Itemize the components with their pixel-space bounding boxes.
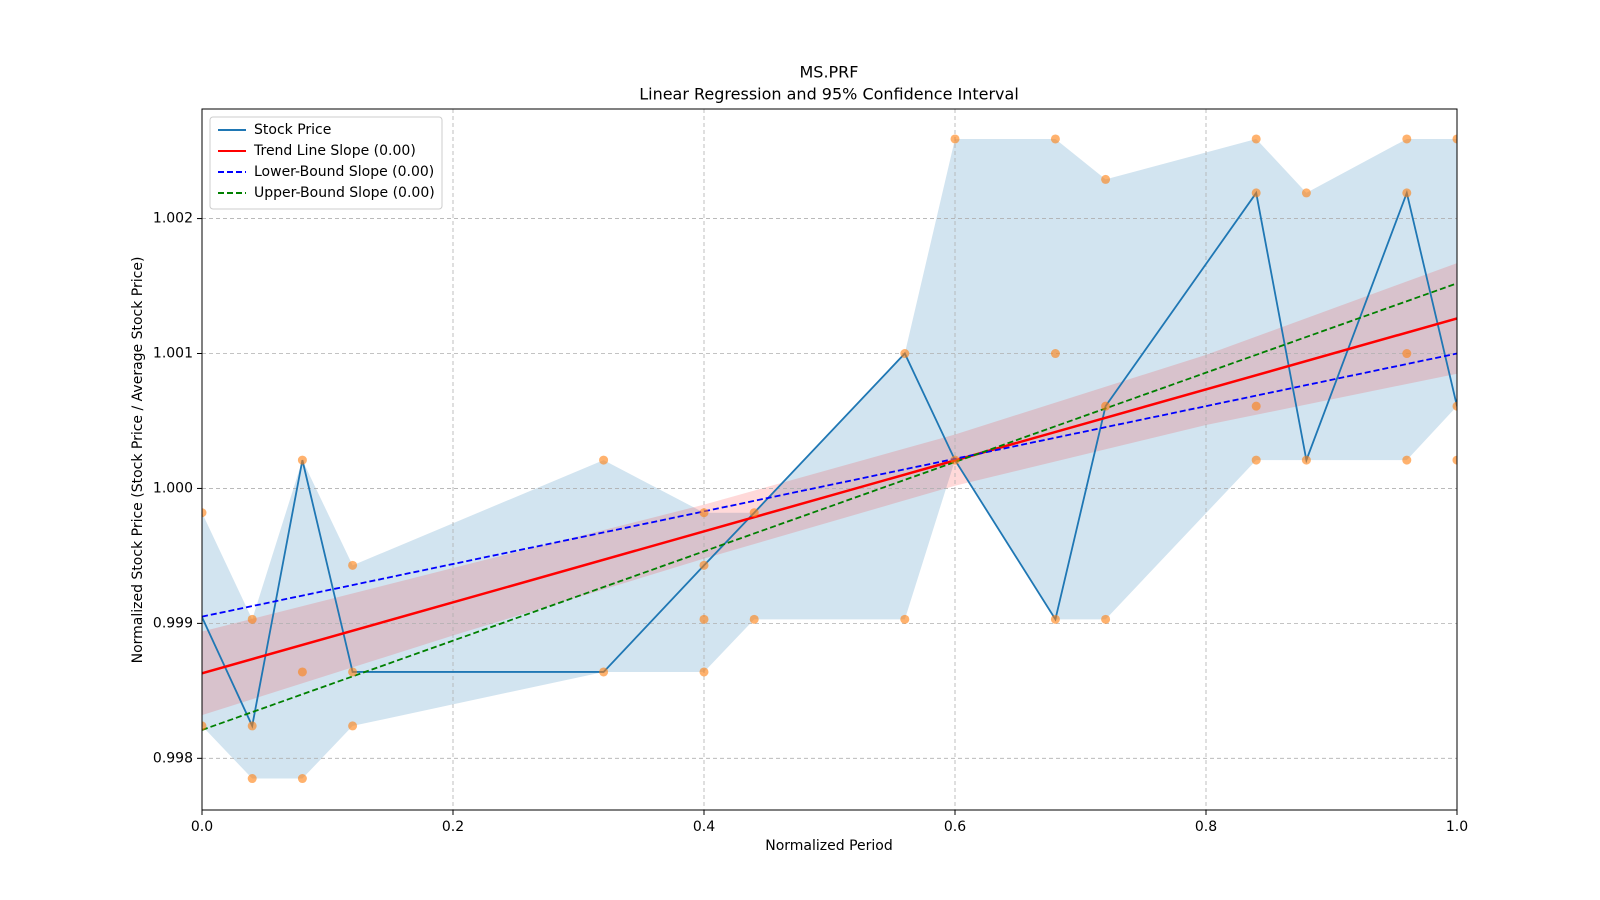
data-point bbox=[348, 560, 358, 570]
legend-label: Trend Line Slope (0.00) bbox=[253, 143, 416, 159]
x-tick-label: 0.8 bbox=[1195, 819, 1217, 835]
data-point bbox=[1301, 188, 1311, 198]
data-point bbox=[247, 721, 257, 731]
data-point bbox=[297, 455, 307, 465]
data-point bbox=[900, 349, 910, 359]
points bbox=[202, 134, 1457, 784]
x-axis-label: Normalized Period bbox=[765, 838, 893, 854]
x-tick-label: 0.6 bbox=[944, 819, 966, 835]
data-point bbox=[247, 774, 257, 784]
series-line bbox=[202, 317, 1457, 675]
data-point bbox=[749, 614, 759, 624]
data-point bbox=[950, 134, 960, 144]
plot-frame bbox=[201, 108, 1458, 811]
data-point bbox=[950, 455, 960, 465]
y-tick-label: 0.998 bbox=[153, 750, 193, 766]
data-point bbox=[1301, 455, 1311, 465]
data-point bbox=[1452, 401, 1457, 411]
chart-title: MS.PRF bbox=[799, 63, 858, 82]
series-line bbox=[202, 282, 1457, 731]
confidence-band bbox=[202, 138, 1457, 779]
data-point bbox=[297, 667, 307, 677]
series-line bbox=[202, 352, 1457, 618]
y-tick-label: 1.001 bbox=[153, 346, 193, 362]
data-point bbox=[1101, 614, 1111, 624]
data-point bbox=[1050, 134, 1060, 144]
confidence-band bbox=[202, 263, 1457, 716]
data-point bbox=[1402, 188, 1412, 198]
data-point bbox=[1402, 134, 1412, 144]
x-tick-label: 0.0 bbox=[191, 819, 213, 835]
data-point bbox=[202, 508, 207, 518]
data-point bbox=[749, 508, 759, 518]
legend-label: Lower-Bound Slope (0.00) bbox=[254, 164, 434, 180]
data-point bbox=[1251, 188, 1261, 198]
data-point bbox=[297, 774, 307, 784]
data-point bbox=[1452, 455, 1457, 465]
axes: 0.0 0.2 0.4 0.6 0.8 1.0 0.998 0.999 1.000 1.001 1.… bbox=[153, 211, 1468, 835]
x-tick-label: 0.2 bbox=[442, 819, 464, 835]
data-point bbox=[1050, 349, 1060, 359]
legend: Stock Price Trend Line Slope (0.00) Lower-… bbox=[209, 116, 443, 210]
y-axis-label: Normalized Stock Price (Stock Price / Av… bbox=[130, 257, 146, 664]
legend-label: Stock Price bbox=[254, 122, 331, 138]
data-point bbox=[1251, 134, 1261, 144]
data-point bbox=[1050, 614, 1060, 624]
data-point bbox=[247, 614, 257, 624]
legend-box bbox=[209, 116, 443, 210]
chart-subtitle: Linear Regression and 95% Confidence Int… bbox=[639, 85, 1019, 104]
data-point bbox=[699, 560, 709, 570]
data-point bbox=[699, 614, 709, 624]
data-point bbox=[599, 455, 609, 465]
data-point bbox=[699, 667, 709, 677]
x-tick-label: 1.0 bbox=[1446, 819, 1468, 835]
data-point bbox=[1251, 455, 1261, 465]
data-point bbox=[202, 721, 207, 731]
bands bbox=[202, 138, 1457, 779]
data-point bbox=[1101, 174, 1111, 184]
data-point bbox=[1402, 455, 1412, 465]
y-tick-label: 1.002 bbox=[153, 211, 193, 227]
y-tick-label: 1.000 bbox=[153, 480, 193, 496]
legend-label: Upper-Bound Slope (0.00) bbox=[254, 185, 435, 201]
x-tick-label: 0.4 bbox=[693, 819, 715, 835]
data-point bbox=[1402, 349, 1412, 359]
data-point bbox=[1101, 401, 1111, 411]
data-point bbox=[348, 721, 358, 731]
data-point bbox=[1251, 401, 1261, 411]
data-point bbox=[900, 614, 910, 624]
data-point bbox=[1452, 134, 1457, 144]
data-point bbox=[348, 667, 358, 677]
y-tick-label: 0.999 bbox=[153, 615, 193, 631]
data-point bbox=[599, 667, 609, 677]
data-point bbox=[699, 508, 709, 518]
